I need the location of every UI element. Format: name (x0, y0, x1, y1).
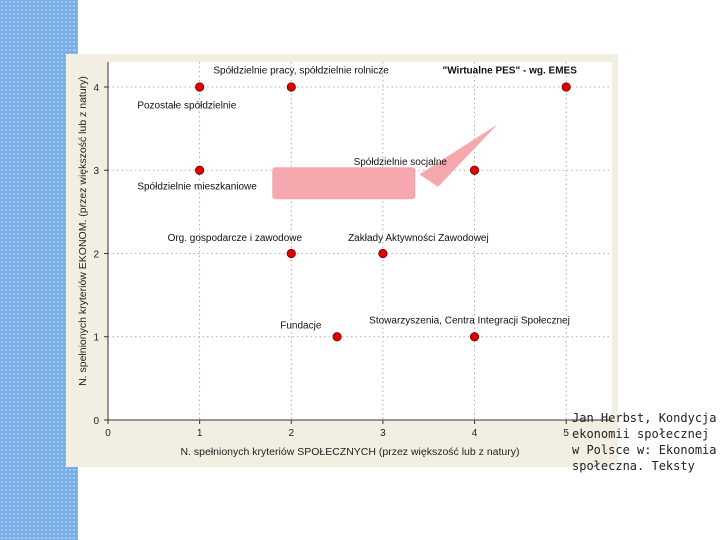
y-tick-label: 0 (93, 416, 99, 427)
annotation-label: Zakłady Aktywności Zawodowej (348, 233, 489, 244)
y-tick-label: 1 (93, 333, 99, 344)
y-tick-label: 3 (93, 166, 99, 177)
x-tick-label: 4 (472, 428, 478, 439)
data-point (378, 248, 388, 259)
decorative-sidebar (0, 0, 78, 540)
plot-area (108, 62, 612, 420)
annotation-label: Spółdzielnie socjalne (354, 157, 448, 168)
y-tick-label: 2 (93, 249, 99, 260)
data-point (561, 82, 571, 92)
data-point (195, 165, 205, 175)
data-point (286, 248, 296, 259)
annotation-label: Stowarzyszenia, Centra Integracji Społec… (369, 315, 570, 326)
annotation-label: Spółdzielnie mieszkaniowe (137, 181, 257, 192)
data-point (195, 82, 205, 92)
callout-pointer (419, 124, 498, 187)
data-point (469, 332, 480, 342)
annotation-label: Spółdzielnie pracy, spółdzielnie rolnicz… (213, 66, 389, 77)
data-point (469, 165, 480, 175)
x-tick-label: 0 (105, 428, 111, 439)
x-tick-label: 2 (288, 428, 294, 439)
annotation-label: Pozostałe spółdzielnie (137, 101, 236, 112)
annotation-label: Org. gospodarcze i zawodowe (168, 233, 303, 244)
x-tick-label: 5 (563, 428, 569, 439)
annotation-label: "Wirtualne PES" - wg. EMES (442, 66, 577, 77)
x-tick-label: 3 (380, 428, 386, 439)
callout-box (272, 167, 416, 200)
scatter-chart: 0 1 2 3 4 5 0 1 2 3 4 N. spełnionych kryteriów SPOŁ… (77, 62, 612, 458)
y-axis-label: N. spełnionych kryteriów EKONOM. (przez … (77, 76, 89, 386)
data-point (332, 332, 342, 342)
annotation-label: Fundacje (280, 320, 322, 331)
x-axis-label: N. spełnionych kryteriów SPOŁECZNYCH (pr… (180, 446, 519, 458)
citation-text: Jan Herbst, Kondycja ekonomii społecznej… (572, 411, 717, 473)
x-tick-label: 1 (197, 428, 203, 439)
y-tick-label: 4 (93, 83, 99, 94)
data-point (286, 82, 296, 92)
